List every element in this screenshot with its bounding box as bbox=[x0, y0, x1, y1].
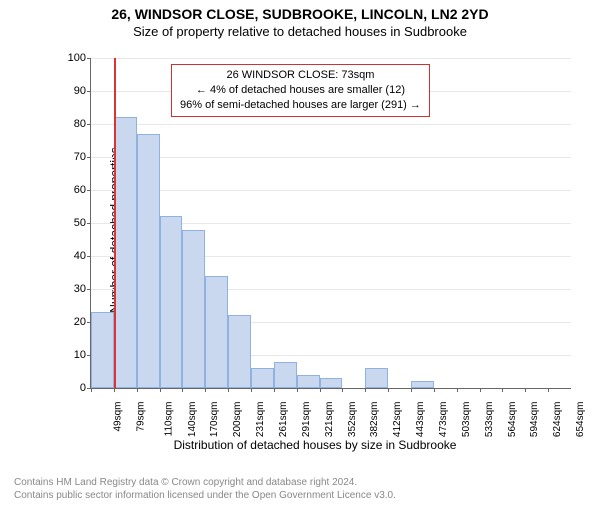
ytick-mark bbox=[87, 289, 91, 290]
histogram-bar bbox=[297, 375, 320, 388]
xtick-label: 443sqm bbox=[415, 402, 426, 438]
ytick-mark bbox=[87, 223, 91, 224]
ytick-label: 60 bbox=[56, 184, 86, 196]
xtick-label: 79sqm bbox=[135, 402, 146, 432]
xtick-mark bbox=[228, 388, 229, 392]
xtick-mark bbox=[411, 388, 412, 392]
ytick-mark bbox=[87, 256, 91, 257]
gridline bbox=[91, 157, 571, 158]
xtick-mark bbox=[457, 388, 458, 392]
ytick-label: 70 bbox=[56, 151, 86, 163]
ytick-label: 30 bbox=[56, 283, 86, 295]
xtick-mark bbox=[525, 388, 526, 392]
histogram-bar bbox=[320, 378, 343, 388]
xtick-label: 170sqm bbox=[210, 402, 221, 438]
histogram-bar bbox=[114, 117, 137, 388]
xtick-label: 382sqm bbox=[370, 402, 381, 438]
ytick-mark bbox=[87, 58, 91, 59]
xtick-label: 140sqm bbox=[187, 402, 198, 438]
xtick-mark bbox=[320, 388, 321, 392]
xtick-mark bbox=[182, 388, 183, 392]
xtick-mark bbox=[388, 388, 389, 392]
x-axis-label: Distribution of detached houses by size … bbox=[60, 438, 570, 452]
xtick-label: 594sqm bbox=[530, 402, 541, 438]
xtick-label: 261sqm bbox=[278, 402, 289, 438]
gridline bbox=[91, 58, 571, 59]
xtick-label: 412sqm bbox=[392, 402, 403, 438]
xtick-mark bbox=[137, 388, 138, 392]
xtick-label: 352sqm bbox=[347, 402, 358, 438]
xtick-mark bbox=[205, 388, 206, 392]
ytick-label: 20 bbox=[56, 316, 86, 328]
annotation-line-1: 26 WINDSOR CLOSE: 73sqm bbox=[180, 68, 421, 83]
xtick-label: 503sqm bbox=[461, 402, 472, 438]
ytick-label: 40 bbox=[56, 250, 86, 262]
ytick-label: 50 bbox=[56, 217, 86, 229]
xtick-mark bbox=[434, 388, 435, 392]
xtick-label: 321sqm bbox=[324, 402, 335, 438]
annotation-line-3: 96% of semi-detached houses are larger (… bbox=[180, 98, 421, 113]
annotation-line-2: ← 4% of detached houses are smaller (12) bbox=[180, 83, 421, 98]
xtick-mark bbox=[251, 388, 252, 392]
histogram-bar bbox=[411, 381, 434, 388]
histogram-bar bbox=[182, 230, 205, 388]
chart-container: Number of detached properties 0102030405… bbox=[60, 58, 570, 428]
ytick-label: 0 bbox=[56, 382, 86, 394]
ytick-label: 10 bbox=[56, 349, 86, 361]
histogram-bar bbox=[274, 362, 297, 388]
xtick-label: 533sqm bbox=[484, 402, 495, 438]
histogram-bar bbox=[365, 368, 388, 388]
ytick-mark bbox=[87, 157, 91, 158]
gridline bbox=[91, 190, 571, 191]
xtick-label: 654sqm bbox=[575, 402, 586, 438]
footer-line-1: Contains HM Land Registry data © Crown c… bbox=[14, 476, 396, 489]
ytick-mark bbox=[87, 124, 91, 125]
ytick-label: 80 bbox=[56, 118, 86, 130]
xtick-label: 624sqm bbox=[552, 402, 563, 438]
annotation-box: 26 WINDSOR CLOSE: 73sqm← 4% of detached … bbox=[171, 64, 430, 117]
xtick-mark bbox=[297, 388, 298, 392]
xtick-label: 473sqm bbox=[438, 402, 449, 438]
xtick-mark bbox=[480, 388, 481, 392]
xtick-label: 231sqm bbox=[255, 402, 266, 438]
histogram-bar bbox=[91, 312, 114, 388]
histogram-bar bbox=[205, 276, 228, 388]
xtick-mark bbox=[365, 388, 366, 392]
xtick-label: 110sqm bbox=[163, 402, 174, 437]
ytick-label: 90 bbox=[56, 85, 86, 97]
xtick-mark bbox=[114, 388, 115, 392]
chart-title: 26, WINDSOR CLOSE, SUDBROOKE, LINCOLN, L… bbox=[0, 6, 600, 22]
xtick-mark bbox=[548, 388, 549, 392]
ytick-mark bbox=[87, 91, 91, 92]
histogram-bar bbox=[160, 216, 183, 388]
xtick-label: 564sqm bbox=[507, 402, 518, 438]
gridline bbox=[91, 124, 571, 125]
histogram-bar bbox=[251, 368, 274, 388]
xtick-mark bbox=[160, 388, 161, 392]
xtick-label: 200sqm bbox=[232, 402, 243, 438]
chart-subtitle: Size of property relative to detached ho… bbox=[0, 24, 600, 39]
ytick-mark bbox=[87, 190, 91, 191]
ytick-label: 100 bbox=[56, 52, 86, 64]
histogram-bar bbox=[137, 134, 160, 388]
xtick-mark bbox=[91, 388, 92, 392]
xtick-label: 49sqm bbox=[113, 402, 124, 432]
xtick-mark bbox=[342, 388, 343, 392]
footer-attribution: Contains HM Land Registry data © Crown c… bbox=[14, 476, 396, 502]
xtick-label: 291sqm bbox=[301, 402, 312, 438]
xtick-mark bbox=[502, 388, 503, 392]
xtick-mark bbox=[274, 388, 275, 392]
plot-area: 010203040506070809010049sqm79sqm110sqm14… bbox=[90, 58, 571, 389]
footer-line-2: Contains public sector information licen… bbox=[14, 489, 396, 502]
reference-line bbox=[114, 58, 116, 388]
histogram-bar bbox=[228, 315, 251, 388]
